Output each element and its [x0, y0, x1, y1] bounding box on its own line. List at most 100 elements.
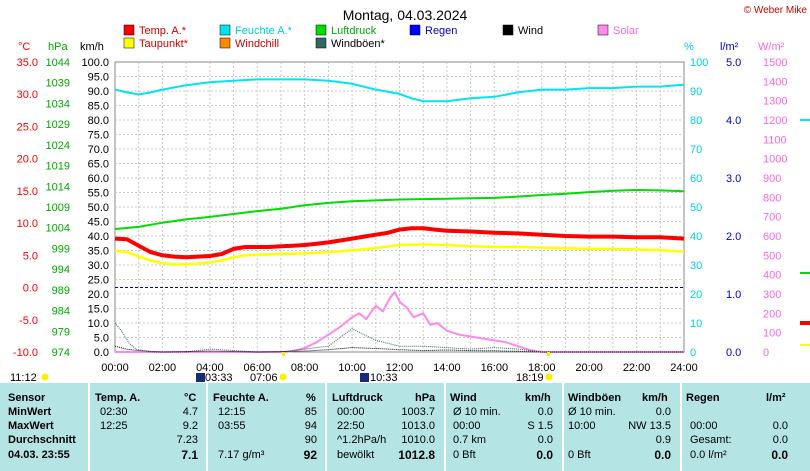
rain-tick-label: 4.0: [726, 115, 741, 127]
solar-tick-label: 900: [763, 173, 781, 185]
rain-unit-label: l/m²: [720, 41, 739, 53]
x-tick-label: 04:00: [196, 362, 224, 374]
table-cell-p_val: 1012.8: [398, 448, 435, 462]
table-cell-h_val: 90: [304, 434, 317, 446]
legend-swatch: [219, 24, 231, 36]
tick-labels: 35.0 30.0 25.0 20.0 15.0 10.0 5.0 0.0 -5.0 -10.0 1…: [13, 57, 788, 374]
table-cell-g_label: 0 Bft: [568, 449, 591, 461]
solar-tick-label: 0: [763, 347, 769, 359]
weather-chart: Montag, 04.03.2024 © Weber Mike Temp. A.…: [10, 5, 810, 383]
pressure-tick-label: 1004: [46, 223, 70, 235]
temp-tick-label: 0.0: [23, 283, 38, 295]
wind-tick-label: 40.0: [88, 231, 109, 243]
solar-tick-label: 1000: [763, 154, 787, 166]
solar-tick-label: 300: [763, 289, 781, 301]
legend-swatch: [597, 24, 609, 36]
legend-label: Solar: [613, 25, 639, 37]
wind-tick-label: 45.0: [88, 217, 109, 229]
table-cell-p_time: 22:50: [337, 420, 365, 432]
table-cell-p_val: 1010.0: [401, 434, 435, 446]
table-cell-r_val: 0.0: [772, 420, 788, 432]
table-cell-p_val: 1003.7: [401, 406, 435, 418]
legend-swatch: [123, 24, 135, 36]
temp-tick-label: 15.0: [17, 186, 38, 198]
header-gust: Windböen: [568, 392, 622, 404]
solar-tick-label: 1300: [763, 96, 787, 108]
x-tick-label: 14:00: [433, 362, 461, 374]
header-pressure-unit: hPa: [415, 392, 436, 404]
header-wind-unit: km/h: [525, 392, 551, 404]
legend-label: Wind: [518, 25, 543, 37]
table-cell-w_label: Ø 10 min.: [453, 406, 501, 418]
table-cell-h_val: 94: [304, 420, 317, 432]
series-line-taupunkt: [114, 243, 685, 266]
x-tick-label: 08:00: [291, 362, 319, 374]
rain-tick-label: 5.0: [726, 57, 741, 69]
series-line-windben: [114, 322, 684, 353]
table-cell-label: 04.03. 23:55: [8, 449, 70, 461]
humidity-tick-label: 80: [690, 115, 702, 127]
wind-tick-label: 10.0: [88, 318, 109, 330]
legend-swatch: [219, 37, 231, 49]
header-gust-unit: km/h: [642, 392, 668, 404]
legend-label: Feuchte A.*: [235, 25, 293, 37]
series-line-luftdruck: [114, 189, 685, 230]
x-tick-label: 12:00: [386, 362, 414, 374]
legend-label: Taupunkt*: [139, 38, 189, 50]
pressure-tick-label: 979: [52, 326, 70, 338]
moon-icon: [360, 373, 369, 382]
pressure-tick-label: 999: [52, 243, 70, 255]
temp-tick-label: 30.0: [17, 89, 38, 101]
solar-tick-label: 1500: [763, 57, 787, 69]
legend-label: Windchill: [235, 38, 279, 50]
humidity-tick-label: 20: [690, 289, 702, 301]
humidity-tick-label: 50: [690, 202, 702, 214]
solar-tick-label: 200: [763, 308, 781, 320]
pressure-tick-label: 984: [52, 306, 70, 318]
table-cell-t_val: 9.2: [182, 420, 198, 432]
pressure-tick-label: 1029: [46, 119, 70, 131]
humidity-tick-label: 40: [690, 231, 702, 243]
x-tick-label: 20:00: [575, 362, 603, 374]
sun-icon: [279, 373, 287, 381]
pressure-tick-label: 1034: [46, 98, 70, 110]
sunset-label: 18:19: [516, 372, 544, 383]
table-cell-t_val: 7.23: [176, 434, 198, 446]
humidity-tick-label: 30: [690, 260, 702, 272]
table-cell-w_val: 0.0: [537, 434, 553, 446]
table-cell-g_val: NW 13.5: [628, 420, 671, 432]
table-cell-w_val: S 1.5: [527, 420, 553, 432]
sun-icon: [41, 373, 49, 381]
table-cell-w_val: 0.0: [536, 448, 553, 462]
table-cell-g_label: Ø 10 min.: [568, 406, 616, 418]
temp-tick-label: 5.0: [23, 250, 38, 262]
humidity-unit-label: %: [684, 41, 694, 53]
table-cell-r_val: 0.0: [771, 448, 788, 462]
header-humidity-unit: %: [306, 392, 316, 404]
table-cell-g_val: 0.9: [655, 434, 671, 446]
table-cell-g_val: 0.0: [654, 448, 671, 462]
table-cell-t_time: 02:30: [100, 406, 128, 418]
rain-tick-label: 1.0: [726, 289, 741, 301]
table-cell-r_label: Gesamt:: [690, 434, 732, 446]
pressure-tick-label: 1024: [46, 140, 70, 152]
solar-unit-label: W/m²: [758, 41, 785, 53]
solar-tick-label: 400: [763, 270, 781, 282]
wind-tick-label: 35.0: [88, 246, 109, 258]
x-tick-label: 16:00: [481, 362, 509, 374]
legend-swatch: [409, 24, 421, 36]
temp-tick-label: 35.0: [17, 57, 38, 69]
pressure-unit-label: hPa: [48, 41, 68, 53]
pressure-tick-label: 974: [52, 347, 70, 359]
header-humidity: Feuchte A.: [213, 392, 269, 404]
legend-swatch: [502, 24, 514, 36]
header-temp-unit: °C: [184, 392, 197, 404]
wind-tick-label: 65.0: [88, 159, 109, 171]
legend-swatch: [315, 37, 327, 49]
humidity-tick-label: 0: [690, 347, 696, 359]
header-rain: Regen: [686, 392, 720, 404]
wind-tick-label: 50.0: [88, 202, 109, 214]
table-cell-g_label: 10:00: [568, 420, 596, 432]
statistics-table: Sensor Temp. A. °C Feuchte A. % Luftdruc…: [0, 383, 810, 471]
table-cell-p_val: 1013.0: [401, 420, 435, 432]
